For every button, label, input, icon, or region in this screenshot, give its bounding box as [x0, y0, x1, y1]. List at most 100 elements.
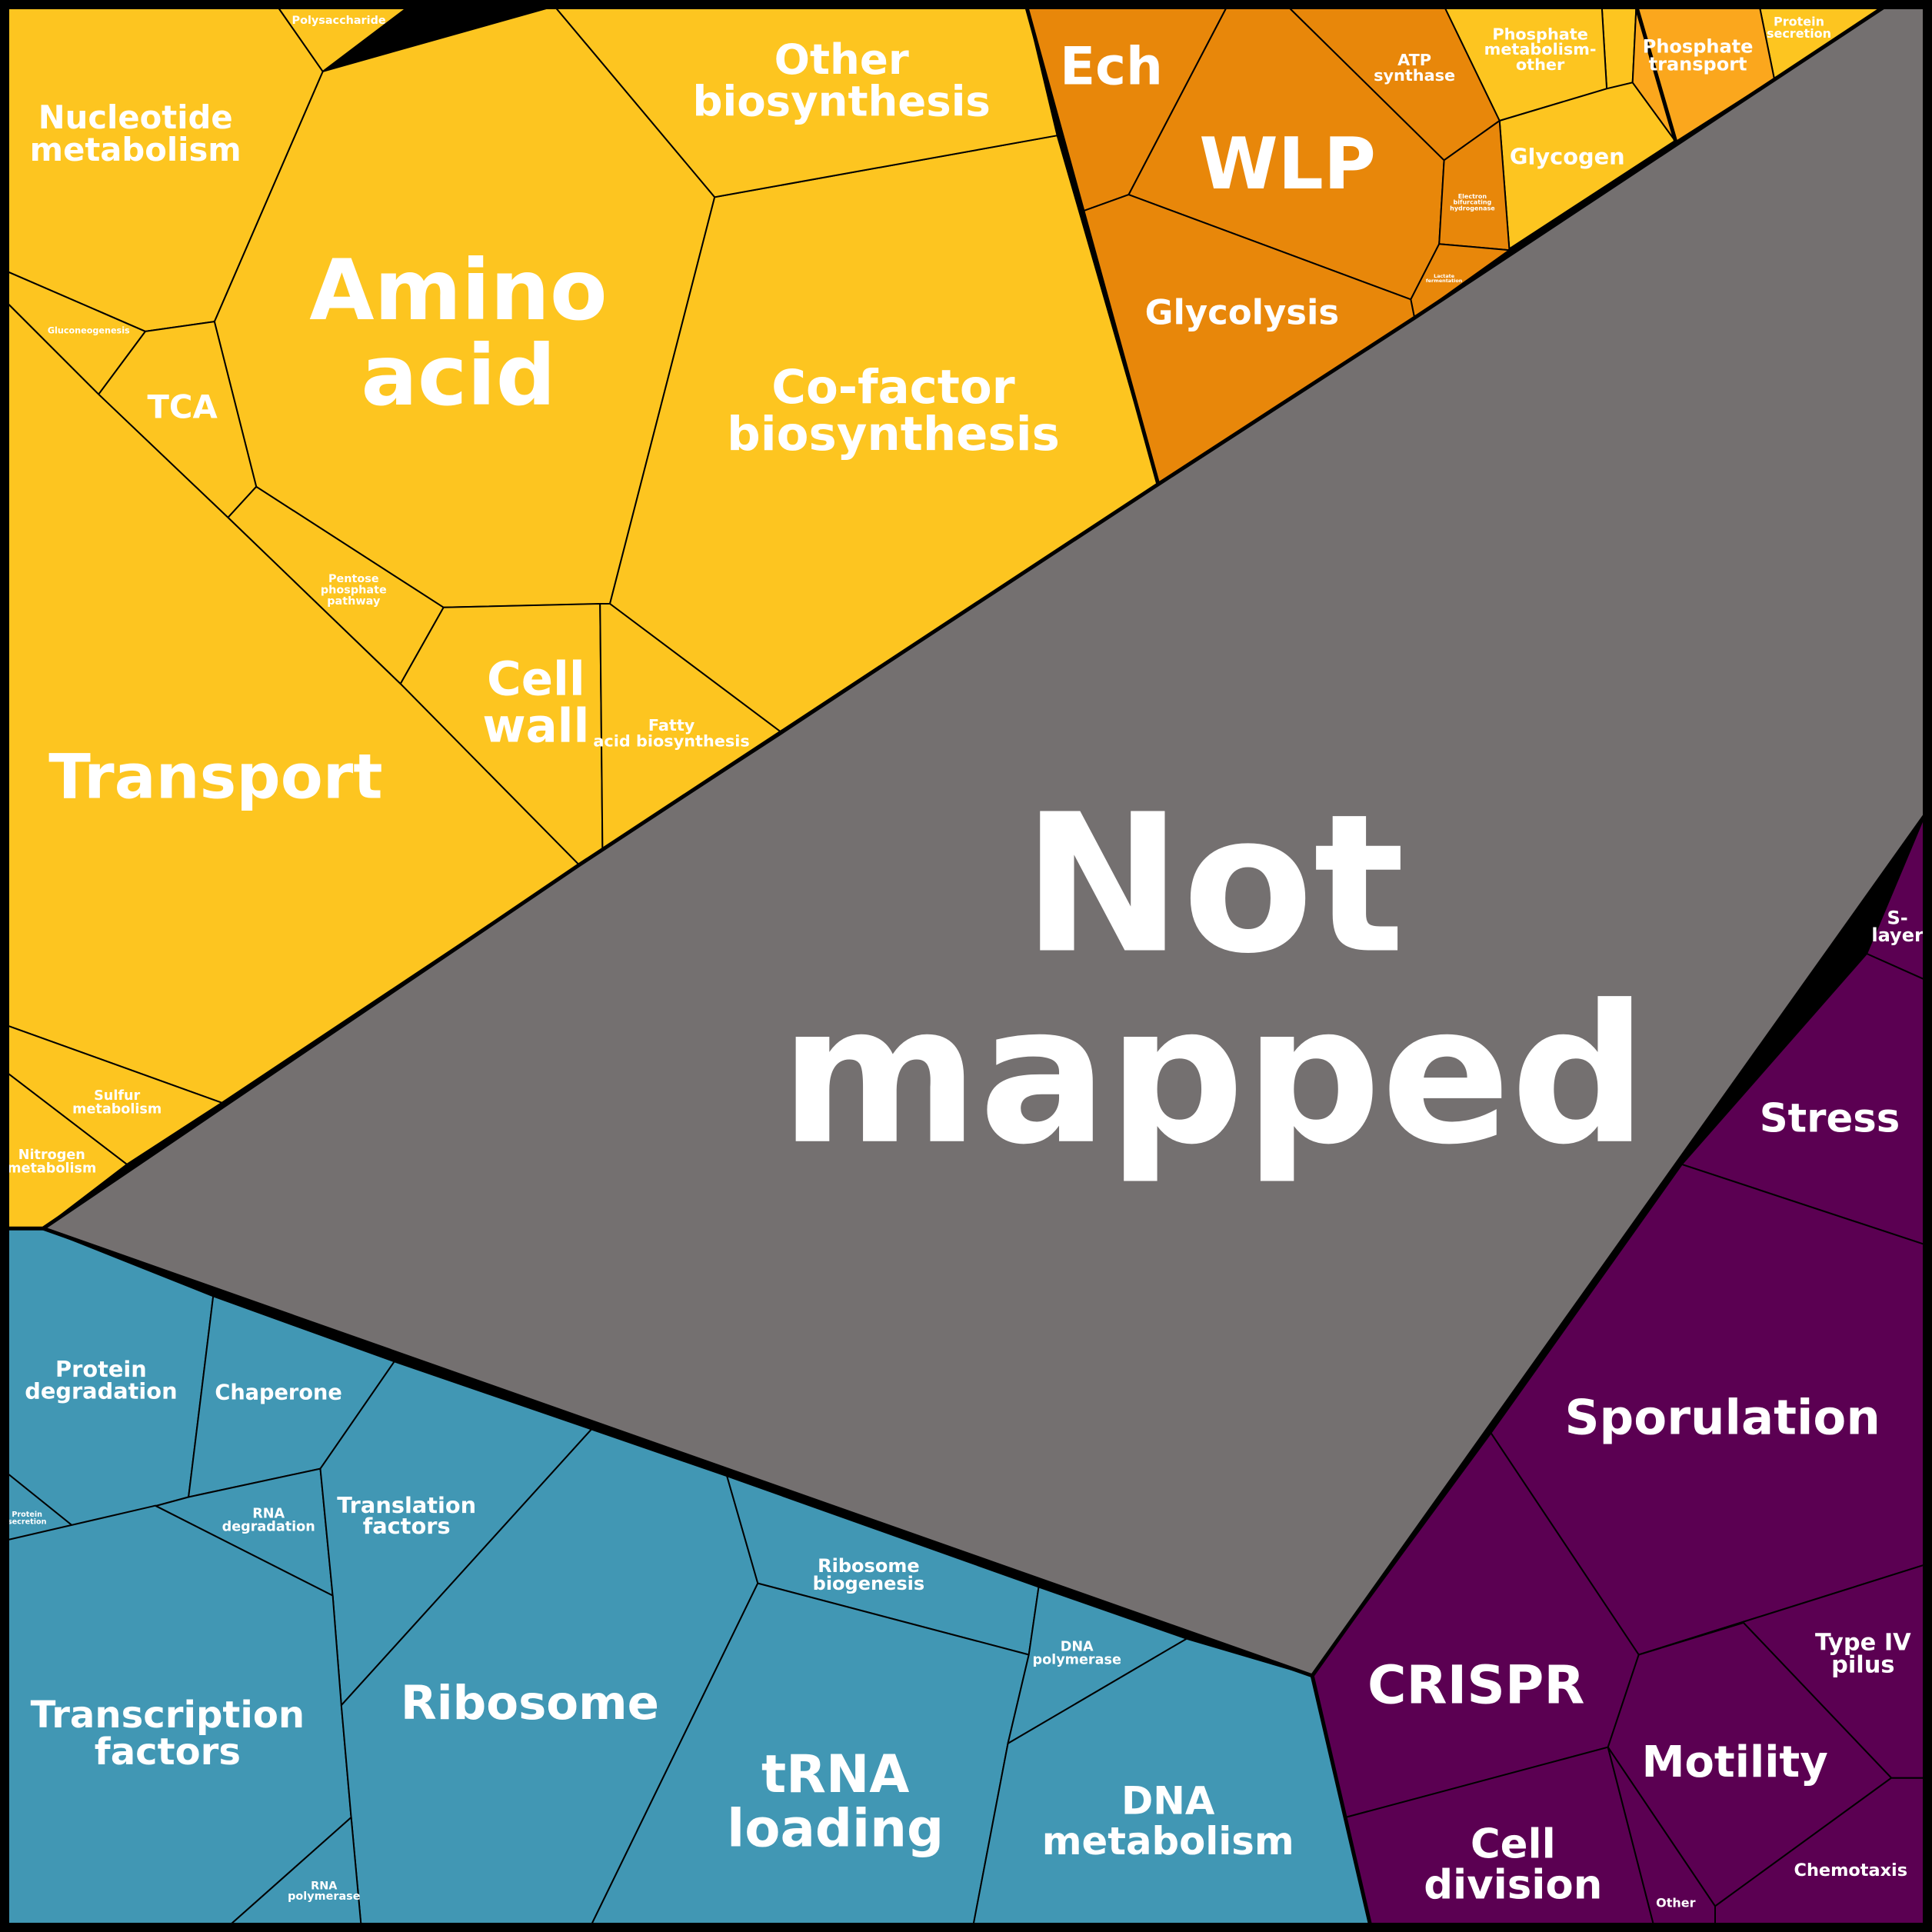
- label-line: Stress: [1760, 1096, 1900, 1142]
- label-line: layer: [1871, 924, 1924, 946]
- label-line: Electron: [1458, 193, 1487, 200]
- label-transport: Transport: [48, 741, 382, 812]
- label-chemotaxis: Chemotaxis: [1794, 1860, 1908, 1880]
- label-fatty-acid-biosynthesis: Fatty acid biosynthesis: [593, 716, 749, 751]
- label-line: Chaperone: [215, 1381, 341, 1404]
- label-trna-loading: tRNA loading: [727, 1744, 944, 1859]
- label-line: Sporulation: [1565, 1389, 1880, 1445]
- label-line: hydrogenase: [1450, 205, 1495, 212]
- label-line: other: [1516, 55, 1565, 74]
- label-line: factors: [363, 1513, 451, 1539]
- label-cell-division: Cell division: [1424, 1820, 1602, 1908]
- label-line: Pentose: [328, 573, 379, 585]
- label-atp-synthase: ATP synthase: [1374, 51, 1455, 85]
- label-protein-secretion-bottom: Protein secretion: [8, 1511, 47, 1526]
- label-amino-acid: Amino acid: [309, 242, 607, 425]
- label-line: Fatty: [648, 716, 695, 734]
- cell-unlabeled: [1601, 5, 1637, 90]
- label-chaperone: Chaperone: [215, 1381, 341, 1404]
- label-glycogen: Glycogen: [1510, 144, 1625, 170]
- label-tca: TCA: [147, 388, 218, 425]
- label-line: Phosphate: [1492, 25, 1588, 43]
- label-line: secretion: [1767, 25, 1831, 40]
- label-line: Gluconeogenesis: [48, 325, 130, 335]
- label-ribosome: Ribosome: [401, 1676, 659, 1730]
- label-line: Other: [1656, 1895, 1695, 1910]
- label-line: polymerase: [288, 1890, 361, 1903]
- label-line: division: [1424, 1861, 1602, 1908]
- label-s-layer: S-layer: [1871, 907, 1924, 946]
- group-borders: [6, 4, 1927, 1925]
- label-stress: Stress: [1760, 1096, 1900, 1142]
- group-border: [1024, 5, 1161, 485]
- label-line: Nucleotide: [38, 98, 233, 136]
- label-line: Glycogen: [1510, 144, 1625, 170]
- label-ribosome-biogenesis: Ribosome biogenesis: [813, 1555, 925, 1594]
- label-motility: Motility: [1642, 1737, 1828, 1787]
- label-line: ATP: [1397, 51, 1431, 69]
- label-line: Ribosome: [401, 1676, 659, 1730]
- label-other: Other: [1656, 1895, 1695, 1910]
- cells-layer: [5, 5, 1926, 1926]
- label-wlp: WLP: [1199, 122, 1376, 205]
- label-electron-bifurcating-hydrogenase: Electron bifurcating hydrogenase: [1450, 193, 1495, 212]
- label-line: Cell: [487, 651, 585, 706]
- label-type-iv-pilus: Type IV pilus: [1815, 1629, 1911, 1678]
- label-line: Protein: [1774, 14, 1824, 28]
- label-line: fermentation: [1426, 278, 1463, 284]
- label-line: DNA: [1121, 1779, 1215, 1824]
- label-line: acid biosynthesis: [593, 732, 749, 751]
- label-cell-wall: Cell wall: [482, 651, 589, 753]
- label-line: metabolism: [7, 1161, 96, 1177]
- label-line: wall: [482, 698, 589, 753]
- label-pentose-phosphate-pathway: Pentose phosphate pathway: [321, 573, 387, 608]
- label-line: Phosphate: [1643, 36, 1754, 58]
- label-line: DNA: [1061, 1640, 1094, 1655]
- label-line: Ech: [1060, 37, 1163, 97]
- label-transcription-factors: Transcription factors: [31, 1694, 305, 1774]
- label-sporulation: Sporulation: [1565, 1389, 1880, 1445]
- label-nitrogen-metabolism: Nitrogen metabolism: [7, 1148, 96, 1177]
- label-sulfur-metabolism: Sulfur metabolism: [72, 1088, 162, 1118]
- label-line: Cell: [1471, 1820, 1556, 1867]
- label-line: Translation: [337, 1492, 476, 1518]
- label-line: biosynthesis: [727, 406, 1060, 461]
- label-line: metabolism: [1042, 1819, 1294, 1864]
- label-gluconeogenesis: Gluconeogenesis: [48, 325, 130, 335]
- label-line: Other: [774, 35, 909, 84]
- label-line: Type IV: [1815, 1629, 1911, 1656]
- label-dna-polymerase: DNA polymerase: [1032, 1640, 1121, 1668]
- label-line: Sulfur: [94, 1088, 140, 1104]
- label-line: tRNA: [761, 1744, 909, 1804]
- label-polysaccharide: Polysaccharide: [292, 15, 386, 27]
- label-line: Lactate: [1434, 273, 1455, 279]
- label-line: biosynthesis: [693, 76, 991, 125]
- label-protein-secretion-top: Protein secretion: [1767, 14, 1831, 40]
- label-line: RNA: [252, 1507, 285, 1522]
- label-line: Nitrogen: [18, 1148, 85, 1163]
- label-dna-metabolism: DNA metabolism: [1042, 1779, 1294, 1864]
- label-line: polymerase: [1032, 1652, 1121, 1667]
- label-line: pathway: [327, 595, 381, 608]
- label-ech: Ech: [1060, 37, 1163, 97]
- label-line: Transport: [48, 741, 382, 812]
- label-line: CRISPR: [1367, 1655, 1584, 1717]
- label-line: Chemotaxis: [1794, 1860, 1908, 1880]
- label-line: secretion: [8, 1517, 47, 1526]
- label-line: Not: [1022, 773, 1404, 995]
- label-line: mapped: [780, 964, 1647, 1186]
- label-line: loading: [727, 1799, 944, 1859]
- label-line: bifurcating: [1454, 198, 1492, 205]
- label-not-mapped: Not mapped: [780, 773, 1647, 1186]
- label-protein-degradation: Protein degradation: [25, 1356, 177, 1404]
- label-line: Polysaccharide: [292, 15, 386, 27]
- label-line: metabolism: [72, 1102, 162, 1118]
- label-line: factors: [95, 1730, 241, 1774]
- label-other-biosynthesis: Other biosynthesis: [693, 35, 991, 125]
- group-border: [1311, 814, 1927, 1677]
- label-phosphate-transport: Phosphate transport: [1643, 36, 1754, 75]
- label-rna-degradation: RNA degradation: [222, 1507, 315, 1535]
